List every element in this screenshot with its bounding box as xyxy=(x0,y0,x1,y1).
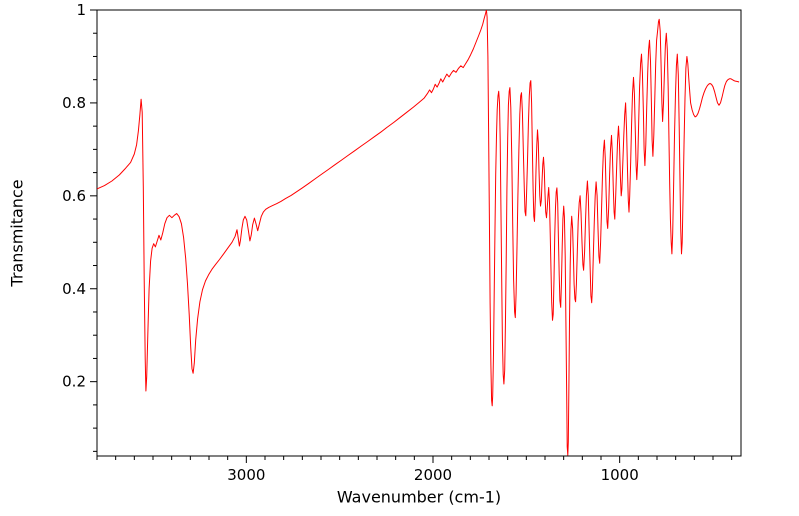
plot-frame xyxy=(96,9,742,457)
y-tick-label: 0.2 xyxy=(62,373,86,391)
y-tick-label: 0.6 xyxy=(62,187,86,205)
y-tick-label: 0.4 xyxy=(62,280,86,298)
spectrum-line xyxy=(97,10,740,456)
y-tick-label: 1 xyxy=(76,1,86,19)
x-tick-label: 2000 xyxy=(414,466,452,484)
x-axis-label: Wavenumber (cm-1) xyxy=(336,487,502,507)
y-tick-label: 0.8 xyxy=(62,94,86,112)
y-axis-label: Transmitance xyxy=(7,179,27,287)
x-tick-label: 3000 xyxy=(227,466,265,484)
x-tick-label: 1000 xyxy=(601,466,639,484)
